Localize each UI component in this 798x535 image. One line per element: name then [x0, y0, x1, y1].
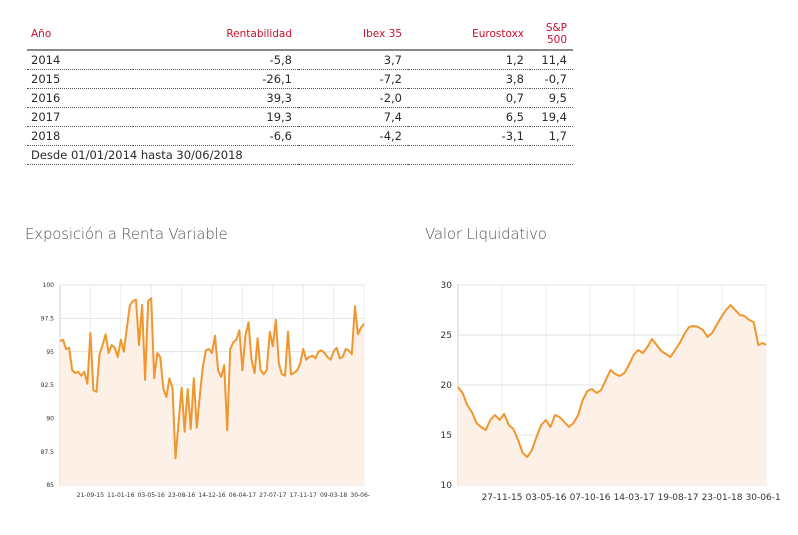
- y-tick-label: 30: [441, 281, 453, 291]
- y-tick-label: 85: [46, 482, 54, 489]
- x-tick-label: 03-05-16: [138, 492, 165, 499]
- chart-title-valor-liquidativo: Valor Liquidativo: [425, 225, 547, 243]
- table-cell: 11,4: [530, 50, 573, 70]
- table-cell: -6,6: [133, 126, 298, 146]
- table-cell: -4,2: [298, 126, 408, 146]
- table-cell: 3,8: [408, 69, 530, 89]
- x-tick-label: 19-08-17: [658, 493, 699, 503]
- x-tick-label: 06-04-17: [229, 492, 256, 499]
- y-tick-label: 100: [43, 282, 55, 289]
- table-note: Desde 01/01/2014 hasta 30/06/2018: [27, 145, 573, 165]
- y-tick-label: 90: [46, 415, 54, 422]
- x-tick-label: 21-09-15: [77, 492, 104, 499]
- header-year: Año: [27, 22, 133, 51]
- table-cell: 19,3: [133, 107, 298, 127]
- table-cell: 9,5: [530, 88, 573, 108]
- table-row: 2015 -26,1 -7,2 3,8 -0,7: [27, 69, 573, 89]
- x-tick-label: 14-03-17: [614, 493, 655, 503]
- table-row: 2018 -6,6 -4,2 -3,1 1,7: [27, 126, 573, 146]
- table-cell: 3,7: [298, 50, 408, 70]
- x-tick-label: 27-11-15: [482, 493, 523, 503]
- table-cell: 1,2: [408, 50, 530, 70]
- chart-svg: 85 87.5 90 92.5 95 97.5 100 21-09-15 11-01-16 03-…: [41, 282, 378, 499]
- nav-chart: 10 15 20 25 30 27-11-15 03-05-16 07-10-16 14-03-…: [425, 275, 787, 515]
- header-ibex35: Ibex 35: [298, 22, 408, 51]
- y-tick-label: 92.5: [41, 382, 55, 389]
- table-cell: -0,7: [530, 69, 573, 89]
- chart-svg: 10 15 20 25 30 27-11-15 03-05-16 07-10-16 14-03-…: [441, 281, 787, 503]
- x-tick-label: 17-11-17: [290, 492, 317, 499]
- header-rentabilidad: Rentabilidad: [133, 22, 298, 51]
- x-tick-label: 23-08-16: [168, 492, 195, 499]
- table-cell: 2016: [27, 88, 133, 108]
- x-tick-label: 03-05-16: [526, 493, 567, 503]
- x-tick-label: 30-06-18: [746, 493, 780, 503]
- returns-table: Año Rentabilidad Ibex 35 Eurostoxx S&P 5…: [27, 22, 573, 165]
- header-sp500: S&P 500: [530, 22, 573, 51]
- y-tick-label: 25: [441, 331, 452, 341]
- table-row: 2014 -5,8 3,7 1,2 11,4: [27, 50, 573, 70]
- table-cell: 7,4: [298, 107, 408, 127]
- table-cell: 2017: [27, 107, 133, 127]
- table-cell: 0,7: [408, 88, 530, 108]
- exposure-chart: 85 87.5 90 92.5 95 97.5 100 21-09-15 11-01-16 03-…: [25, 275, 378, 515]
- x-tick-label: 11-01-16: [107, 492, 134, 499]
- x-tick-label: 14-12-16: [198, 492, 225, 499]
- table-cell: 6,5: [408, 107, 530, 127]
- table-note-row: Desde 01/01/2014 hasta 30/06/2018: [27, 145, 573, 165]
- table-header-row: Año Rentabilidad Ibex 35 Eurostoxx S&P 5…: [27, 22, 573, 51]
- table-cell: 39,3: [133, 88, 298, 108]
- chart-title-exposicion: Exposición a Renta Variable: [25, 225, 228, 243]
- series-line: [457, 304, 767, 458]
- table-row: 2016 39,3 -2,0 0,7 9,5: [27, 88, 573, 108]
- y-tick-label: 20: [441, 381, 453, 391]
- y-tick-label: 87.5: [41, 449, 55, 456]
- table-cell: -7,2: [298, 69, 408, 89]
- header-eurostoxx: Eurostoxx: [408, 22, 530, 51]
- table-cell: -2,0: [298, 88, 408, 108]
- table-cell: -3,1: [408, 126, 530, 146]
- y-tick-label: 97.5: [41, 315, 55, 322]
- table-cell: -26,1: [133, 69, 298, 89]
- table-cell: -5,8: [133, 50, 298, 70]
- table-cell: 19,4: [530, 107, 573, 127]
- table-row: 2017 19,3 7,4 6,5 19,4: [27, 107, 573, 127]
- x-tick-label: 23-01-18: [702, 493, 743, 503]
- x-tick-label: 30-06-18: [350, 492, 370, 499]
- x-tick-label: 07-10-16: [570, 493, 611, 503]
- series-line: [59, 297, 365, 460]
- y-tick-label: 10: [441, 481, 453, 491]
- table-cell: 2015: [27, 69, 133, 89]
- table-cell: 2018: [27, 126, 133, 146]
- y-tick-label: 95: [46, 349, 54, 356]
- series-area: [458, 305, 766, 485]
- x-tick-label: 27-07-17: [259, 492, 286, 499]
- table-cell: 2014: [27, 50, 133, 70]
- y-tick-label: 15: [441, 431, 452, 441]
- table-cell: 1,7: [530, 126, 573, 146]
- x-tick-label: 09-03-18: [320, 492, 347, 499]
